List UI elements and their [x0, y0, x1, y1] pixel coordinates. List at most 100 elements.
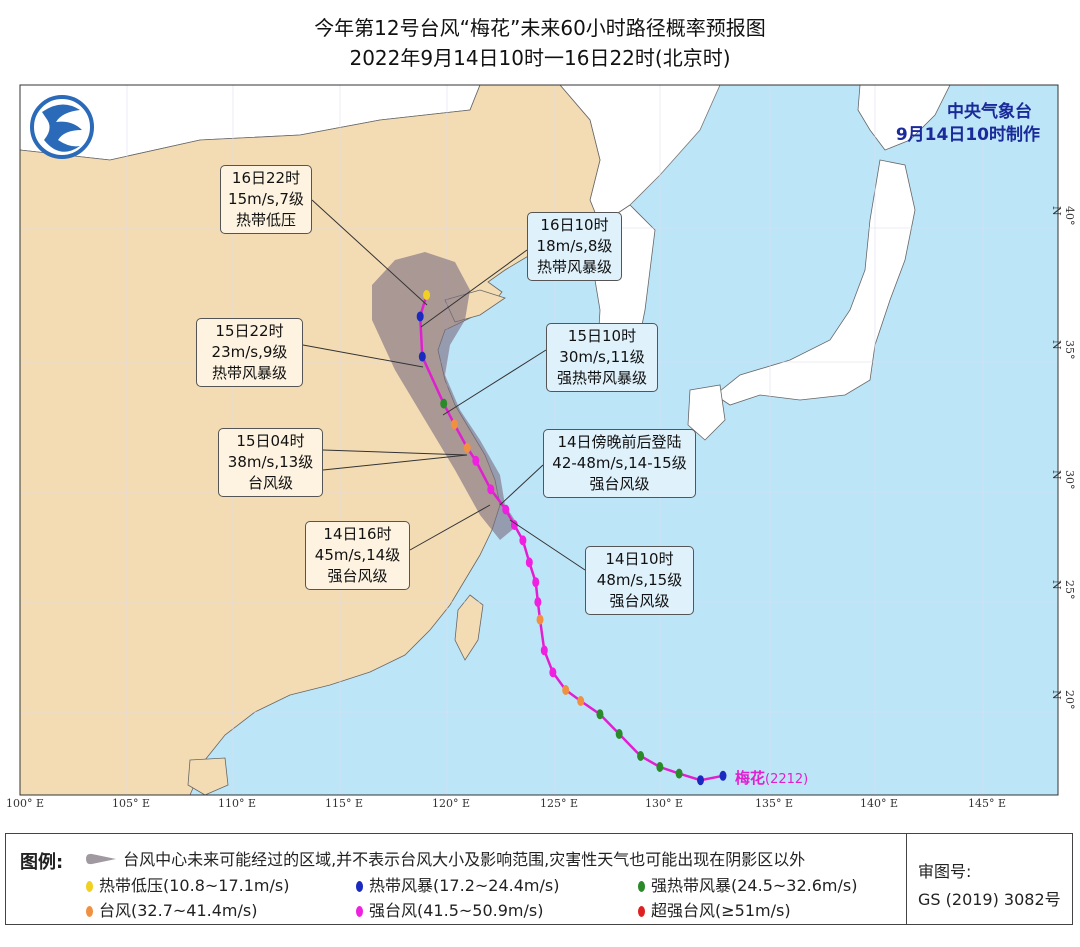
- track-point: [596, 709, 604, 720]
- callout-wind: 45m/s,14级: [314, 546, 401, 564]
- hainan-land: [187, 757, 229, 795]
- typhoon-name-label: 梅花(2212): [735, 767, 808, 788]
- legend-title: 图例:: [20, 852, 64, 873]
- typhoon-icon: [86, 906, 93, 917]
- track-point: [423, 290, 431, 300]
- callout-time: 14日傍晚前后登陆: [557, 433, 682, 451]
- taiwan-land: [454, 594, 484, 661]
- typhoon-track: [416, 290, 727, 786]
- callout-wind: 48m/s,15级: [596, 571, 683, 589]
- track-point: [719, 770, 727, 781]
- legend-label: 台风(32.7~41.4m/s): [99, 901, 258, 920]
- lat-tick: 25° N: [1050, 580, 1076, 600]
- lon-tick: 120° E: [432, 797, 471, 810]
- track-point: [416, 311, 424, 322]
- track-point: [519, 535, 527, 546]
- track-point: [675, 768, 683, 779]
- callout-level: 台风级: [247, 474, 293, 492]
- lon-tick: 125° E: [540, 797, 579, 810]
- map-subtitle: 2022年9月14日10时一16日22时(北京时): [349, 46, 731, 70]
- callout-16d22h: 16日22时 15m/s,7级 热带低压: [220, 165, 312, 234]
- cone-swatch-icon: [86, 853, 116, 865]
- callout-time: 15日10时: [567, 327, 637, 345]
- map-title: 今年第12号台风“梅花”未来60小时路径概率预报图: [314, 16, 766, 40]
- map-frame: [19, 84, 1059, 796]
- track-point: [536, 614, 544, 625]
- hokkaido-land: [857, 85, 951, 151]
- track-point: [615, 729, 623, 739]
- callout-15d04h: 15日04时 38m/s,13级 台风级: [218, 428, 323, 497]
- track-point: [525, 557, 533, 568]
- cma-logo-icon: [30, 95, 94, 159]
- track-point: [697, 775, 705, 786]
- callout-14d10h: 14日10时 48m/s,15级 强台风级: [585, 546, 694, 615]
- lon-tick: 145° E: [968, 797, 1007, 810]
- issue-time: 9月14日10时制作: [895, 125, 1040, 145]
- callout-time: 16日22时: [231, 169, 301, 187]
- legend-label: 热带低压(10.8~17.1m/s): [99, 876, 290, 895]
- honshu-land: [714, 159, 916, 406]
- callout-wind: 18m/s,8级: [536, 237, 613, 255]
- lon-tick: 140° E: [860, 797, 899, 810]
- callout-level: 强热带风暴级: [556, 369, 647, 387]
- legend-item: 强台风(41.5~50.9m/s): [356, 897, 543, 921]
- callout-level: 强台风级: [589, 475, 650, 493]
- tropical-storm-icon: [356, 881, 363, 892]
- callout-level: 强台风级: [609, 592, 670, 610]
- track-point: [440, 398, 448, 409]
- callout-14d16h: 14日16时 45m/s,14级 强台风级: [305, 521, 410, 590]
- callout-level: 热带风暴级: [211, 364, 287, 382]
- legend-item: 热带风暴(17.2~24.4m/s): [356, 872, 559, 896]
- tropical-depression-icon: [86, 881, 93, 892]
- legend-cone: 台风中心未来可能经过的区域,并不表示台风大小及影响范围,灾害性天气也可能出现在阴…: [84, 846, 805, 870]
- legend-item: 超强台风(≥51m/s): [638, 897, 791, 921]
- lon-tick: 130° E: [645, 797, 684, 810]
- callout-15d22h: 15日22时 23m/s,9级 热带风暴级: [196, 318, 303, 387]
- lat-tick: 40° N: [1050, 206, 1076, 226]
- track-point: [502, 504, 510, 515]
- legend: 图例: 台风中心未来可能经过的区域,并不表示台风大小及影响范围,灾害性天气也可能…: [5, 833, 1073, 925]
- track-point: [577, 696, 585, 706]
- track-point: [549, 667, 557, 678]
- track-point: [534, 597, 542, 607]
- agency-name: 中央气象台: [947, 102, 1032, 122]
- approval-label: 审图号:: [918, 862, 972, 881]
- lat-tick: 20° N: [1050, 690, 1076, 710]
- callout-wind: 15m/s,7级: [228, 190, 304, 208]
- track-point: [418, 351, 426, 362]
- callout-15d10h: 15日10时 30m/s,11级 强热带风暴级: [546, 323, 658, 392]
- legend-label: 强热带风暴(24.5~32.6m/s): [651, 876, 858, 895]
- track-point: [562, 685, 570, 695]
- legend-label: 超强台风(≥51m/s): [651, 901, 791, 920]
- callout-level: 强台风级: [327, 567, 388, 585]
- probability-cone: [372, 252, 518, 540]
- track-point: [463, 442, 471, 453]
- lon-tick: 135° E: [755, 797, 794, 810]
- track-point: [540, 645, 548, 656]
- callout-wind: 38m/s,13级: [227, 453, 314, 471]
- lon-tick: 100° E: [6, 797, 45, 810]
- callout-time: 15日04时: [236, 432, 305, 450]
- callout-wind: 42-48m/s,14-15级: [552, 454, 687, 472]
- lon-tick: 105° E: [112, 797, 151, 810]
- lat-tick: 35° N: [1050, 340, 1076, 360]
- legend-item: 强热带风暴(24.5~32.6m/s): [638, 872, 857, 896]
- callout-level: 热带低压: [235, 211, 296, 229]
- track-point: [450, 419, 458, 430]
- callout-wind: 23m/s,9级: [211, 343, 288, 361]
- track-point: [472, 455, 480, 466]
- callout-time: 14日16时: [323, 525, 392, 543]
- typhoon-name: 梅花: [735, 769, 766, 787]
- track-point: [487, 484, 495, 495]
- callout-landfall: 14日傍晚前后登陆 42-48m/s,14-15级 强台风级: [543, 429, 696, 498]
- track-point: [656, 762, 664, 772]
- approval-number: GS (2019) 3082号: [918, 890, 1061, 909]
- super-typhoon-icon: [638, 906, 645, 917]
- lon-tick: 115° E: [325, 797, 364, 810]
- legend-divider: [906, 834, 907, 924]
- legend-item: 台风(32.7~41.4m/s): [86, 897, 257, 921]
- callout-level: 热带风暴级: [536, 258, 612, 276]
- severe-tropical-storm-icon: [638, 881, 645, 892]
- legend-item: 热带低压(10.8~17.1m/s): [86, 872, 289, 896]
- track-point: [637, 751, 645, 761]
